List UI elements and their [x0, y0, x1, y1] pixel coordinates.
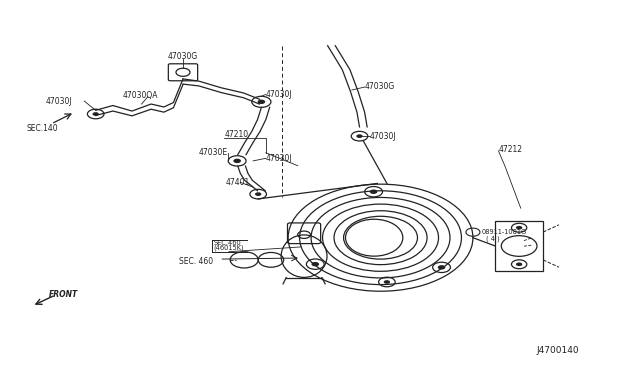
Text: 47212: 47212: [499, 145, 522, 154]
Text: 08911-1081G: 08911-1081G: [482, 229, 527, 235]
Text: 47030G: 47030G: [168, 52, 198, 61]
Circle shape: [257, 100, 265, 104]
Text: 47030J: 47030J: [266, 90, 292, 99]
Circle shape: [516, 262, 522, 266]
Text: SEC.140: SEC.140: [27, 124, 58, 133]
Text: 47030G: 47030G: [365, 82, 395, 91]
Text: 47030QA: 47030QA: [122, 91, 158, 100]
Circle shape: [438, 265, 445, 270]
Text: 47210: 47210: [225, 130, 248, 139]
Circle shape: [384, 280, 390, 284]
Circle shape: [370, 189, 378, 194]
Circle shape: [356, 134, 363, 138]
Text: (46015K): (46015K): [214, 245, 244, 251]
Text: ( 4 ): ( 4 ): [486, 235, 499, 242]
Text: 47030J: 47030J: [370, 132, 396, 141]
Text: FRONT: FRONT: [49, 290, 79, 299]
Text: 47030J: 47030J: [46, 97, 72, 106]
Text: 47401: 47401: [226, 178, 250, 187]
Circle shape: [234, 159, 241, 163]
Circle shape: [516, 226, 522, 230]
Text: SEC.460: SEC.460: [214, 240, 241, 246]
Text: SEC. 460: SEC. 460: [179, 257, 212, 266]
Text: 47030J: 47030J: [266, 154, 292, 163]
Text: 47030E: 47030E: [199, 148, 228, 157]
Circle shape: [255, 192, 261, 196]
Circle shape: [93, 112, 99, 116]
Text: J4700140: J4700140: [537, 346, 579, 355]
Circle shape: [312, 262, 319, 266]
